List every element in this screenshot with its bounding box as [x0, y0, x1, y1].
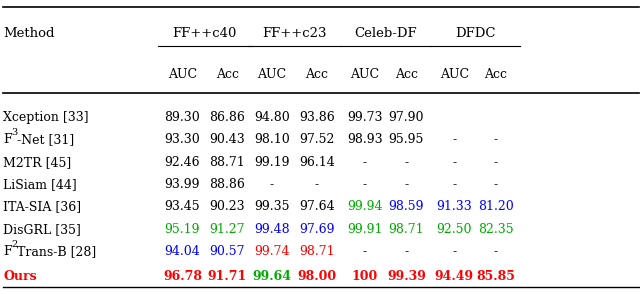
Text: LiSiam [44]: LiSiam [44] — [3, 178, 77, 191]
Text: -: - — [452, 156, 456, 169]
Text: 94.80: 94.80 — [254, 111, 290, 124]
Text: M2TR [45]: M2TR [45] — [3, 156, 72, 169]
Text: 95.95: 95.95 — [388, 133, 424, 146]
Text: Acc: Acc — [395, 69, 418, 81]
Text: 81.20: 81.20 — [478, 201, 514, 213]
Text: 93.99: 93.99 — [164, 178, 200, 191]
Text: 86.86: 86.86 — [209, 111, 245, 124]
Text: FF++c40: FF++c40 — [173, 27, 237, 40]
Text: 88.86: 88.86 — [209, 178, 245, 191]
Text: 93.30: 93.30 — [164, 133, 200, 146]
Text: 90.57: 90.57 — [209, 245, 245, 258]
Text: Celeb-DF: Celeb-DF — [355, 27, 417, 40]
Text: Ours: Ours — [3, 270, 37, 283]
Text: 99.35: 99.35 — [254, 201, 290, 213]
Text: Acc: Acc — [305, 69, 328, 81]
Text: 97.64: 97.64 — [299, 201, 335, 213]
Text: 97.52: 97.52 — [299, 133, 335, 146]
Text: Acc: Acc — [484, 69, 508, 81]
Text: 90.43: 90.43 — [209, 133, 245, 146]
Text: 100: 100 — [351, 270, 378, 283]
Text: F: F — [3, 133, 12, 146]
Text: AUC: AUC — [350, 69, 380, 81]
Text: 99.94: 99.94 — [347, 201, 383, 213]
Text: 98.59: 98.59 — [388, 201, 424, 213]
Text: 88.71: 88.71 — [209, 156, 245, 169]
Text: -: - — [452, 178, 456, 191]
Text: -: - — [363, 245, 367, 258]
Text: DFDC: DFDC — [455, 27, 495, 40]
Text: ITA-SIA [36]: ITA-SIA [36] — [3, 201, 81, 213]
Text: 98.10: 98.10 — [254, 133, 290, 146]
Text: DisGRL [35]: DisGRL [35] — [3, 223, 81, 236]
Text: AUC: AUC — [257, 69, 287, 81]
Text: -: - — [404, 245, 408, 258]
Text: -: - — [494, 245, 498, 258]
Text: -: - — [404, 178, 408, 191]
Text: 99.39: 99.39 — [387, 270, 426, 283]
Text: 93.86: 93.86 — [299, 111, 335, 124]
Text: 2: 2 — [12, 240, 18, 249]
Text: 99.19: 99.19 — [254, 156, 290, 169]
Text: Xception [33]: Xception [33] — [3, 111, 89, 124]
Text: 91.71: 91.71 — [207, 270, 247, 283]
Text: 98.00: 98.00 — [297, 270, 337, 283]
Text: 99.64: 99.64 — [253, 270, 291, 283]
Text: 82.35: 82.35 — [478, 223, 514, 236]
Text: -: - — [494, 156, 498, 169]
Text: -: - — [363, 156, 367, 169]
Text: 89.30: 89.30 — [164, 111, 200, 124]
Text: FF++c23: FF++c23 — [262, 27, 326, 40]
Text: Method: Method — [3, 27, 54, 40]
Text: 93.45: 93.45 — [164, 201, 200, 213]
Text: 99.73: 99.73 — [347, 111, 383, 124]
Text: AUC: AUC — [440, 69, 469, 81]
Text: -: - — [363, 178, 367, 191]
Text: 98.71: 98.71 — [299, 245, 335, 258]
Text: 99.48: 99.48 — [254, 223, 290, 236]
Text: Trans-B [28]: Trans-B [28] — [17, 245, 97, 258]
Text: -: - — [315, 178, 319, 191]
Text: 98.71: 98.71 — [388, 223, 424, 236]
Text: 85.85: 85.85 — [477, 270, 515, 283]
Text: 92.46: 92.46 — [164, 156, 200, 169]
Text: 91.33: 91.33 — [436, 201, 472, 213]
Text: -: - — [270, 178, 274, 191]
Text: 91.27: 91.27 — [209, 223, 245, 236]
Text: -: - — [494, 133, 498, 146]
Text: 97.69: 97.69 — [299, 223, 335, 236]
Text: 95.19: 95.19 — [164, 223, 200, 236]
Text: 92.50: 92.50 — [436, 223, 472, 236]
Text: AUC: AUC — [168, 69, 197, 81]
Text: 90.23: 90.23 — [209, 201, 245, 213]
Text: 94.49: 94.49 — [435, 270, 474, 283]
Text: 96.14: 96.14 — [299, 156, 335, 169]
Text: 94.04: 94.04 — [164, 245, 200, 258]
Text: -: - — [404, 156, 408, 169]
Text: 98.93: 98.93 — [347, 133, 383, 146]
Text: 96.78: 96.78 — [163, 270, 202, 283]
Text: F: F — [3, 245, 12, 258]
Text: 3: 3 — [12, 128, 18, 137]
Text: -Net [31]: -Net [31] — [17, 133, 74, 146]
Text: 99.74: 99.74 — [254, 245, 290, 258]
Text: -: - — [452, 133, 456, 146]
Text: -: - — [494, 178, 498, 191]
Text: 97.90: 97.90 — [388, 111, 424, 124]
Text: -: - — [452, 245, 456, 258]
Text: 99.91: 99.91 — [347, 223, 383, 236]
Text: Acc: Acc — [216, 69, 239, 81]
